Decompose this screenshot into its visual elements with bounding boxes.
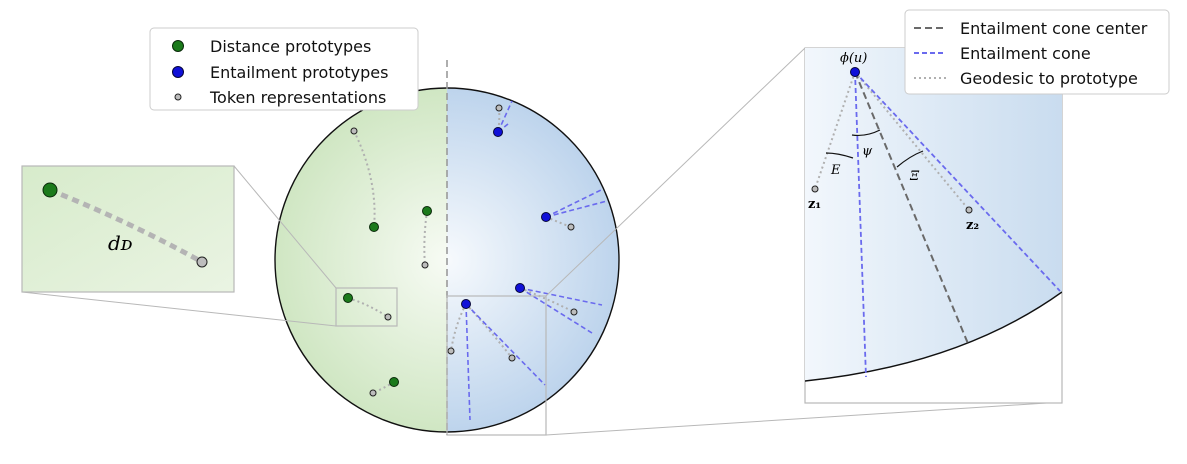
angle-E-arc <box>825 152 854 159</box>
z2-label: z₂ <box>966 218 979 233</box>
entailment-region <box>447 88 619 432</box>
entailment-prototype <box>541 212 551 222</box>
right-inset: ϕ(u) E ψ Ξ z₁ z₂ <box>804 47 1063 404</box>
legend-cone-label: Entailment cone <box>960 44 1091 63</box>
legend-left: Distance prototypes Entailment prototype… <box>149 27 419 111</box>
E-label: E <box>830 163 841 178</box>
z1-label: z₁ <box>808 197 821 212</box>
token-point <box>570 308 578 316</box>
entailment-cone-line <box>465 303 546 386</box>
entailment-cone-line <box>497 100 513 133</box>
left-inset-frame <box>21 165 235 293</box>
legend-token-marker <box>174 93 182 101</box>
geodesic-line <box>353 130 376 228</box>
psi-label: ψ <box>862 144 873 159</box>
token-point <box>447 347 455 355</box>
entailment-prototype <box>493 127 503 137</box>
legend-right: Entailment cone center Entailment cone G… <box>904 9 1170 95</box>
legend-left-frame <box>149 27 419 111</box>
legend-token-label: Token representations <box>209 88 386 107</box>
token-point <box>508 354 516 362</box>
cone-boundary-right <box>854 71 1061 292</box>
entailment-cone-line <box>519 287 603 306</box>
distance-prototype <box>343 293 353 303</box>
disk-entailment-prototypes <box>461 127 551 309</box>
inset-token-z1 <box>811 185 819 193</box>
inset-distance-prototype <box>42 182 58 198</box>
disk-geodesics <box>347 107 575 394</box>
xi-label: Ξ <box>909 169 920 184</box>
angle-xi-arc <box>896 150 924 168</box>
cone-boundary-left <box>854 71 867 378</box>
token-point <box>421 261 429 269</box>
token-point <box>350 127 358 135</box>
distance-region <box>275 88 447 432</box>
legend-center-label: Entailment cone center <box>960 19 1148 38</box>
phi-label: ϕ(u) <box>840 51 867 66</box>
disk-token-points <box>350 104 578 397</box>
inset-geodesic <box>49 187 204 265</box>
token-point <box>495 104 503 112</box>
distance-prototype <box>422 206 432 216</box>
token-point <box>567 223 575 231</box>
entailment-prototype <box>515 283 525 293</box>
distance-label: dᴅ <box>108 231 133 255</box>
entailment-cone-line <box>545 189 602 218</box>
disk-distance-prototypes <box>343 206 432 387</box>
legend-entailment-marker <box>172 66 184 78</box>
entailment-cone-line <box>465 303 471 421</box>
right-zoom-box <box>446 295 547 436</box>
left-zoom-box <box>335 287 398 327</box>
geodesic-line <box>519 287 575 313</box>
distance-prototype <box>389 377 399 387</box>
inset-token-point <box>196 256 208 268</box>
geodesic-to-z1 <box>814 71 856 190</box>
geodesic-line <box>347 297 389 318</box>
legend-right-frame <box>904 9 1170 95</box>
cone-center-line <box>854 71 970 347</box>
entailment-cone-line <box>545 200 608 218</box>
angle-psi-arc <box>851 129 881 137</box>
geodesic-line <box>465 303 513 359</box>
entailment-cone-line <box>519 287 593 334</box>
legend-geodesic-label: Geodesic to prototype <box>960 69 1138 88</box>
inset-entailment-prototype <box>850 67 860 77</box>
legend-entailment-label: Entailment prototypes <box>210 63 388 82</box>
inset-disk-boundary <box>805 291 1062 382</box>
inset-token-z2 <box>965 206 973 214</box>
token-point <box>384 313 392 321</box>
distance-prototype <box>369 222 379 232</box>
legend-distance-marker <box>172 40 184 52</box>
legend-distance-label: Distance prototypes <box>210 37 371 56</box>
inset-blue-region <box>805 48 1062 381</box>
token-point <box>369 389 377 397</box>
entailment-prototype <box>461 299 471 309</box>
geodesic-line <box>450 303 467 352</box>
left-inset: dᴅ <box>21 165 235 293</box>
zoom-connectors <box>21 47 1063 436</box>
